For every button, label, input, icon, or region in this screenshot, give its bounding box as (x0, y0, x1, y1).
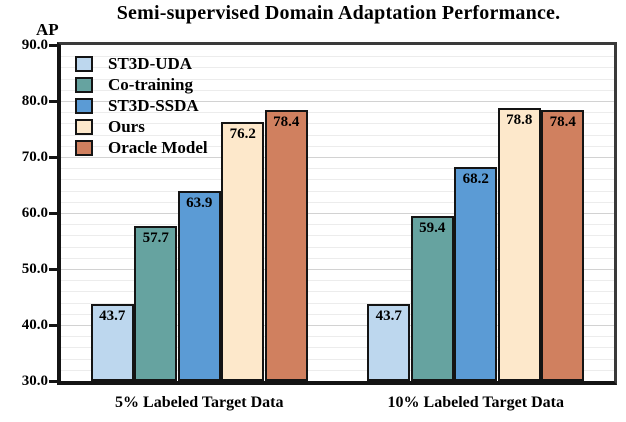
minor-gridline (61, 280, 614, 282)
bar-oracle-model: 78.4 (541, 110, 585, 381)
minor-gridline (61, 347, 614, 349)
minor-gridline (61, 67, 614, 69)
x-category-label: 5% Labeled Target Data (115, 394, 284, 411)
bar-st3d-uda: 43.7 (90, 304, 134, 381)
legend: ST3D-UDA Co-training ST3D-SSDA Ours Oracle M… (75, 54, 208, 157)
minor-gridline (61, 257, 614, 259)
major-gridline (61, 269, 614, 270)
major-gridline (61, 213, 614, 214)
legend-swatch-icon (75, 98, 93, 114)
bar-value-label: 63.9 (186, 195, 213, 212)
bar-co-training: 57.7 (134, 225, 178, 381)
y-axis-title: AP (36, 20, 59, 39)
legend-swatch-icon (75, 119, 93, 135)
y-tick-mark (49, 155, 57, 159)
legend-swatch-icon (75, 140, 93, 156)
minor-gridline (61, 78, 614, 80)
bar-ours: 76.2 (221, 122, 265, 381)
minor-gridline (61, 145, 614, 147)
bar-value-label: 43.7 (99, 308, 126, 325)
bar-value-label: 78.4 (549, 114, 576, 130)
legend-label: ST3D-SSDA (108, 96, 199, 115)
minor-gridline (61, 112, 614, 114)
bar-value-label: 76.2 (229, 126, 256, 143)
minor-gridline (61, 123, 614, 125)
minor-gridline (61, 369, 614, 371)
bar-oracle-model: 78.4 (264, 110, 308, 381)
legend-label: Ours (108, 117, 145, 136)
minor-gridline (61, 291, 614, 293)
bar-ours: 78.8 (497, 107, 541, 381)
minor-gridline (61, 246, 614, 248)
y-tick-label: 70.0 (21, 148, 48, 165)
bar-value-label: 78.8 (506, 111, 533, 128)
minor-gridline (61, 190, 614, 192)
chart-title: Semi-supervised Domain Adaptation Perfor… (116, 2, 561, 24)
legend-swatch-icon (75, 77, 93, 93)
minor-gridline (61, 201, 614, 203)
minor-gridline (61, 56, 614, 58)
bar-st3d-uda: 43.7 (367, 304, 411, 381)
y-tick-label: 80.0 (21, 92, 48, 109)
bar-value-label: 78.4 (273, 114, 300, 130)
y-tick-mark (49, 267, 57, 271)
minor-gridline (61, 134, 614, 136)
bar-value-label: 59.4 (419, 220, 446, 237)
y-tick-mark (49, 379, 57, 383)
minor-gridline (61, 89, 614, 91)
minor-gridline (61, 336, 614, 338)
minor-gridline (61, 179, 614, 181)
y-tick-label: 40.0 (21, 316, 48, 333)
major-gridline (61, 101, 614, 102)
legend-item: ST3D-SSDA (75, 96, 208, 115)
bar-co-training: 59.4 (410, 216, 454, 381)
legend-item: Co-training (75, 75, 208, 94)
x-category-label: 10% Labeled Target Data (387, 394, 564, 411)
legend-swatch-icon (75, 56, 93, 72)
minor-gridline (61, 168, 614, 170)
bar-value-label: 68.2 (462, 171, 489, 188)
major-gridline (61, 325, 614, 326)
minor-gridline (61, 302, 614, 304)
legend-label: ST3D-UDA (108, 54, 193, 73)
bar-st3d-ssda: 63.9 (177, 191, 221, 381)
legend-label: Oracle Model (108, 138, 208, 157)
bar-value-label: 43.7 (375, 308, 402, 325)
legend-item: Oracle Model (75, 138, 208, 157)
minor-gridline (61, 224, 614, 226)
y-tick-label: 90.0 (21, 36, 48, 53)
legend-item: Ours (75, 117, 208, 136)
y-tick-label: 50.0 (21, 260, 48, 277)
y-tick-mark (49, 99, 57, 103)
minor-gridline (61, 358, 614, 360)
minor-gridline (61, 313, 614, 315)
y-tick-mark (49, 43, 57, 47)
y-tick-mark (49, 323, 57, 327)
bar-value-label: 57.7 (142, 229, 169, 246)
major-gridline (61, 157, 614, 158)
y-tick-mark (49, 211, 57, 215)
y-tick-label: 60.0 (21, 204, 48, 221)
y-tick-label: 30.0 (21, 372, 48, 389)
legend-item: ST3D-UDA (75, 54, 208, 73)
plot-area: 43.7 57.7 63.9 76.2 78.4 43.7 59.4 68.2 78.8 78.4… (57, 42, 617, 385)
legend-label: Co-training (108, 75, 193, 94)
bar-st3d-ssda: 68.2 (454, 167, 498, 381)
minor-gridline (61, 235, 614, 237)
